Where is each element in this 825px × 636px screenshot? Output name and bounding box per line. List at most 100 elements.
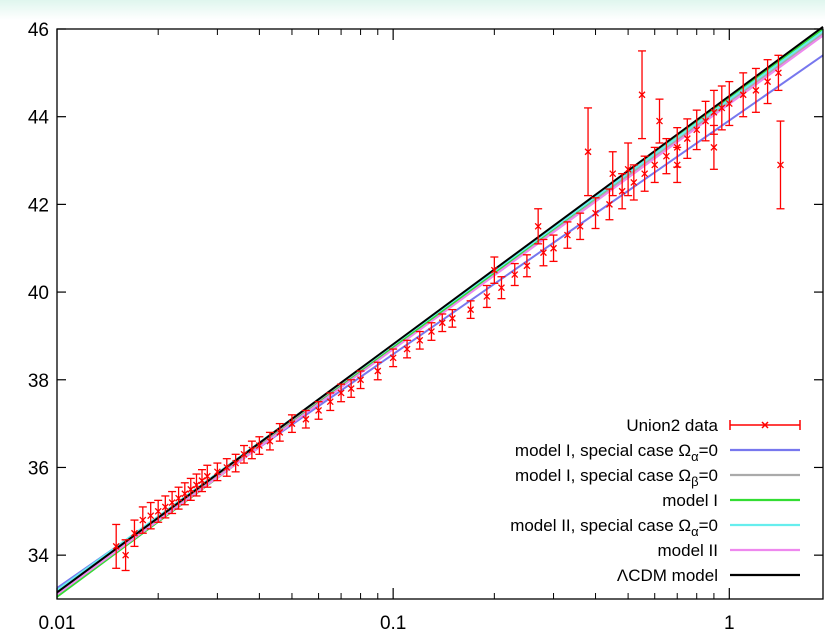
data-point bbox=[192, 473, 201, 497]
legend-entry: model I, special case Ωα=0 bbox=[515, 441, 800, 464]
point-marker bbox=[550, 244, 557, 252]
point-marker bbox=[534, 222, 542, 230]
top-accent-band bbox=[0, 0, 825, 20]
data-point bbox=[415, 330, 424, 350]
point-marker bbox=[276, 428, 284, 436]
y-tick-label: 42 bbox=[28, 195, 49, 216]
data-points bbox=[112, 50, 785, 572]
point-marker bbox=[193, 481, 200, 489]
point-marker bbox=[240, 450, 248, 458]
data-point bbox=[265, 431, 274, 451]
data-point bbox=[683, 118, 692, 159]
legend-label: model II, special case Ωα=0 bbox=[510, 516, 718, 539]
point-marker bbox=[448, 314, 456, 322]
data-point bbox=[174, 486, 183, 510]
data-point bbox=[198, 469, 207, 493]
data-point bbox=[427, 322, 436, 341]
point-marker bbox=[710, 143, 718, 151]
data-point bbox=[673, 146, 682, 184]
point-marker bbox=[725, 100, 733, 107]
data-point bbox=[624, 142, 633, 197]
data-point bbox=[448, 308, 457, 328]
data-point bbox=[576, 212, 585, 241]
point-marker bbox=[576, 222, 584, 230]
data-point bbox=[774, 54, 783, 92]
point-marker bbox=[739, 91, 747, 99]
data-point bbox=[466, 300, 475, 320]
point-marker bbox=[662, 152, 670, 160]
data-point bbox=[275, 422, 284, 442]
data-point bbox=[146, 501, 155, 530]
point-marker bbox=[112, 542, 120, 550]
data-point bbox=[717, 85, 726, 131]
axis-ticks: 34 36 38 40 42 44 46 0.01 0.1 1 bbox=[28, 20, 823, 634]
data-point bbox=[638, 50, 647, 140]
point-marker bbox=[416, 336, 424, 344]
data-point bbox=[222, 458, 231, 477]
data-point bbox=[247, 440, 256, 460]
data-point bbox=[438, 313, 447, 333]
data-point bbox=[534, 208, 543, 245]
point-marker bbox=[710, 108, 718, 116]
point-marker bbox=[389, 354, 397, 362]
legend-swatch-marker bbox=[761, 421, 769, 429]
data-point bbox=[618, 173, 627, 210]
data-point bbox=[539, 238, 548, 267]
data-point bbox=[605, 188, 614, 221]
data-point bbox=[112, 523, 121, 569]
data-point bbox=[347, 379, 356, 398]
data-point bbox=[563, 221, 572, 249]
point-marker bbox=[651, 161, 659, 169]
data-point bbox=[709, 124, 718, 170]
point-marker bbox=[357, 376, 365, 384]
data-point bbox=[650, 146, 659, 184]
legend-label: model I, special case Ωα=0 bbox=[515, 441, 718, 464]
legend-label: Union2 data bbox=[626, 416, 718, 435]
point-marker bbox=[718, 104, 726, 112]
data-point bbox=[591, 197, 600, 230]
point-marker bbox=[266, 437, 274, 445]
point-marker bbox=[683, 135, 691, 143]
point-marker bbox=[523, 262, 531, 270]
data-point bbox=[640, 155, 649, 192]
data-point bbox=[337, 383, 346, 403]
data-point bbox=[255, 436, 264, 455]
data-point bbox=[655, 98, 664, 144]
data-point bbox=[186, 477, 195, 501]
point-marker bbox=[764, 78, 772, 86]
point-marker bbox=[181, 490, 189, 498]
data-point bbox=[287, 414, 296, 434]
data-point bbox=[751, 67, 760, 113]
data-point bbox=[130, 519, 139, 548]
y-tick-label: 46 bbox=[28, 20, 49, 41]
data-point bbox=[240, 444, 249, 464]
point-marker bbox=[638, 91, 646, 99]
legend-entry: model I bbox=[662, 491, 800, 510]
legend-entry: model I, special case Ωβ=0 bbox=[515, 466, 800, 489]
data-point bbox=[121, 539, 130, 572]
point-marker bbox=[673, 161, 681, 169]
data-point bbox=[138, 506, 147, 534]
point-marker bbox=[326, 398, 334, 406]
point-marker bbox=[752, 86, 760, 94]
legend-entry: model II, special case Ωα=0 bbox=[510, 516, 800, 539]
point-marker bbox=[467, 306, 475, 314]
data-point bbox=[203, 464, 212, 488]
point-marker bbox=[618, 187, 626, 195]
legend-label: ΛCDM model bbox=[617, 566, 718, 585]
data-point bbox=[692, 109, 701, 151]
data-point bbox=[629, 164, 638, 201]
point-marker bbox=[427, 328, 435, 335]
data-point bbox=[314, 401, 323, 420]
data-point bbox=[326, 392, 335, 412]
data-point bbox=[213, 462, 222, 482]
point-marker bbox=[511, 271, 519, 278]
point-marker bbox=[255, 442, 263, 449]
point-marker bbox=[630, 179, 638, 186]
point-marker bbox=[777, 161, 784, 169]
y-tick-label: 36 bbox=[28, 458, 49, 479]
y-tick-label: 38 bbox=[28, 371, 49, 392]
data-point bbox=[490, 256, 499, 284]
